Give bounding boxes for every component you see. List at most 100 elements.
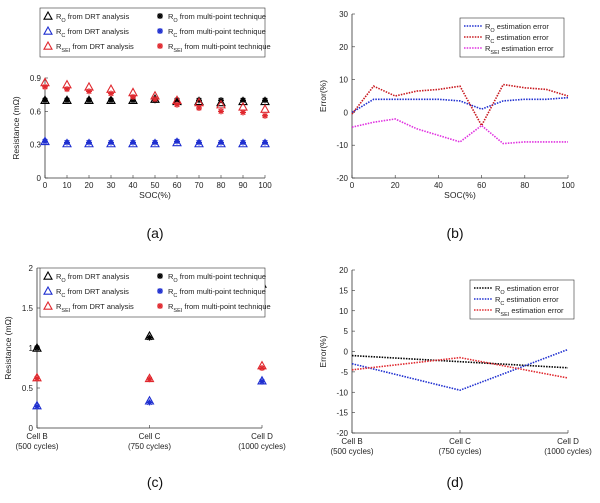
panel-label-c: (c) — [147, 474, 163, 490]
legend-label-a-2: RC from DRT analysis — [56, 27, 129, 39]
data-point-c-5-0 — [34, 375, 40, 382]
legend-label-c-0: RO from DRT analysis — [56, 272, 129, 284]
y-tick-label-d: -10 — [336, 388, 348, 397]
y-tick-label-c: 0.5 — [22, 384, 34, 393]
data-point-a-5-2 — [86, 88, 92, 95]
legend-label-c-5: RSEI from multi-point technique — [168, 302, 271, 314]
series-line-d-1 — [351, 348, 569, 392]
data-point-a-2-3 — [106, 138, 116, 148]
data-point-a-5-0 — [42, 83, 48, 90]
data-point-a-3-3-dot — [109, 140, 113, 145]
y-axis-label-b: Error(%) — [318, 80, 328, 112]
legend-label-c-2: RC from DRT analysis — [56, 287, 129, 299]
data-point-a-3-3 — [108, 139, 114, 146]
legend-marker-a-5-dot — [158, 44, 162, 48]
x-tick-label-b: 0 — [350, 181, 355, 190]
legend-marker-c-5-dot — [158, 304, 162, 308]
x-axis-label-a: SOC(%) — [139, 190, 171, 200]
x-tick-label-a: 0 — [43, 181, 48, 190]
legend-label-c-4: RSEI from DRT analysis — [56, 302, 134, 314]
y-tick-label-a: 0.9 — [30, 74, 42, 83]
legend-label-d-2: RSEI estimation error — [495, 306, 564, 318]
x-tick-sublabel-d: (750 cycles) — [438, 447, 481, 456]
data-point-a-5-3-dot — [109, 91, 113, 96]
y-tick-label-d: 20 — [339, 266, 348, 275]
data-point-a-3-9-dot — [241, 140, 245, 145]
data-point-a-4-8 — [216, 99, 226, 109]
y-axis-label-a: Resistance (mΩ) — [11, 96, 21, 160]
data-point-a-5-9 — [240, 109, 246, 116]
legend-label-c-3: RC from multi-point technique — [168, 287, 266, 299]
x-tick-label-a: 30 — [107, 181, 116, 190]
x-tick-sublabel-c: (750 cycles) — [128, 442, 171, 451]
x-tick-label-b: 80 — [520, 181, 529, 190]
data-point-a-3-10-dot — [263, 140, 267, 145]
data-point-a-5-3 — [108, 90, 114, 97]
x-tick-label-d: Cell D — [557, 437, 579, 446]
data-point-a-2-9 — [238, 138, 248, 148]
y-tick-label-b: 0 — [344, 108, 349, 117]
data-point-a-5-0-dot — [43, 85, 47, 89]
data-point-c-1-1-dot — [147, 336, 152, 340]
data-point-c-5-0-dot — [35, 376, 39, 380]
data-point-a-2-8 — [216, 138, 226, 148]
panel-label-a: (a) — [146, 225, 163, 241]
legend-label-b-1: RC estimation error — [485, 33, 549, 45]
series-line-b-1 — [351, 83, 569, 128]
legend-label-c-1: RO from multi-point technique — [168, 272, 266, 284]
y-tick-label-d: 15 — [339, 286, 348, 295]
y-tick-label-c: 1 — [29, 344, 34, 353]
legend-box-b — [459, 17, 565, 58]
x-tick-label-a: 60 — [173, 181, 182, 190]
legend-marker-a-0 — [43, 10, 53, 20]
y-axis-label-c: Resistance (mΩ) — [3, 316, 13, 380]
y-tick-label-b: 20 — [339, 43, 348, 52]
legend-label-a-5: RSEI from multi-point technique — [168, 42, 271, 54]
y-tick-label-b: 30 — [339, 10, 348, 19]
data-point-a-3-0 — [42, 138, 48, 145]
data-point-c-1-0 — [34, 345, 40, 351]
data-point-a-5-4-dot — [131, 95, 135, 99]
data-point-a-3-9 — [240, 139, 246, 146]
legend-label-a-3: RC from multi-point technique — [168, 27, 266, 39]
data-point-a-3-8-dot — [219, 140, 223, 145]
legend-marker-a-1-dot — [158, 14, 162, 18]
series-line-d-0 — [351, 354, 569, 369]
legend-marker-a-5 — [157, 43, 163, 49]
data-point-a-5-6 — [174, 101, 180, 108]
legend-marker-c-3-dot — [158, 289, 162, 293]
data-point-c-3-2 — [259, 378, 265, 385]
legend-marker-a-1 — [157, 13, 163, 19]
chart-c: 0 0.5 1 1.5 2 Cell B(500 cycles) Cell C(750 cy… — [3, 264, 286, 451]
panel-label-b: (b) — [446, 225, 463, 241]
charts-group: 00.30.60.90 10 20 30 40 50 60 70 80 90 100SOC(%)Re… — [3, 7, 592, 456]
y-tick-label-c: 0 — [29, 424, 34, 433]
y-tick-label-c: 1.5 — [22, 304, 34, 313]
legend-marker-c-1-dot — [158, 274, 162, 278]
data-point-a-1-3-dot — [109, 98, 113, 102]
data-point-a-4-10 — [260, 103, 270, 113]
y-tick-label-d: -15 — [336, 409, 348, 418]
x-tick-sublabel-c: (500 cycles) — [15, 442, 58, 451]
data-point-c-1-1 — [146, 334, 153, 341]
data-point-a-3-2-dot — [87, 140, 91, 145]
data-point-a-2-2 — [84, 138, 94, 148]
legend-marker-c-0 — [43, 270, 53, 280]
y-tick-label-a: 0.6 — [30, 107, 42, 116]
data-point-a-5-8 — [218, 108, 224, 115]
legend-marker-a-3 — [157, 28, 163, 34]
x-tick-label-b: 20 — [391, 181, 400, 190]
y-tick-label-d: -20 — [336, 429, 348, 438]
data-point-a-1-10 — [262, 97, 268, 104]
data-point-a-2-7 — [194, 138, 204, 148]
x-tick-sublabel-c: (1000 cycles) — [238, 442, 286, 451]
data-point-a-2-5 — [150, 138, 160, 148]
data-point-a-1-6-dot — [175, 98, 179, 102]
y-tick-label-d: -5 — [341, 368, 349, 377]
legend-marker-a-4 — [43, 40, 53, 50]
data-point-a-5-4 — [130, 93, 136, 100]
legend-marker-c-3 — [157, 288, 163, 294]
